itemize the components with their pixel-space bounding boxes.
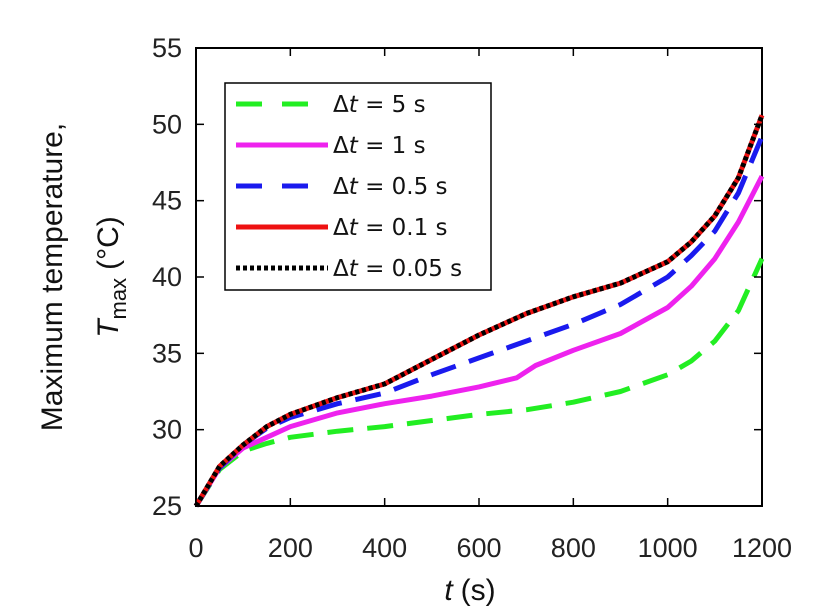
y-tick-label: 35 [152,338,182,368]
legend-label-2: Δt = 0.5 s [333,174,448,200]
y-tick-label: 45 [152,186,182,216]
y-axis-unit: (°C) [92,216,125,270]
y-tick-label: 50 [152,109,182,139]
legend-label-3: Δt = 0.1 s [333,215,448,241]
x-axis-unit: (s) [461,574,496,607]
x-tick-label: 600 [456,533,501,563]
legend-label-1: Δt = 1 s [333,133,426,159]
y-tick-label: 55 [152,33,182,63]
legend-box [224,82,492,291]
y-tick-label: 25 [152,491,182,521]
x-tick-label: 200 [268,533,313,563]
y-tick-label: 40 [152,262,182,292]
y-axis-label-line1: Maximum temperature, [36,123,69,431]
tick-layer: 0 200 400 600 800 1000 1200 25 30 35 40 45 50 55 [152,33,792,563]
legend: Δt = 5 s Δt = 1 s Δt = 0.5 s Δt = 0.1 s Δt =… [224,82,492,291]
legend-label-4: Δt = 0.05 s [333,256,462,282]
x-tick-label: 1200 [732,533,792,563]
series-line-4 [193,114,765,508]
x-tick-label: 400 [362,533,407,563]
y-axis-label-line1-group: Maximum temperature, [36,123,69,431]
legend-label-0: Δt = 5 s [333,92,426,118]
y-axis-symbol: T [92,317,125,338]
series-line-0 [193,257,765,508]
x-tick-label: 800 [551,533,596,563]
y-axis-label-line2: Tmax (°C) [92,216,131,338]
series-line-1 [193,175,765,508]
x-axis-label: t (s) [444,574,495,607]
y-axis-label-line2-group: Tmax (°C) [92,216,131,338]
series-layer [193,114,765,508]
legend-items: Δt = 5 s Δt = 1 s Δt = 0.5 s Δt = 0.1 s Δt =… [236,92,462,282]
x-axis-symbol: t [444,574,454,607]
y-tick-label: 30 [152,415,182,445]
x-tick-label: 0 [188,533,203,563]
x-tick-label: 1000 [638,533,698,563]
y-axis-subscript: max [106,278,131,320]
